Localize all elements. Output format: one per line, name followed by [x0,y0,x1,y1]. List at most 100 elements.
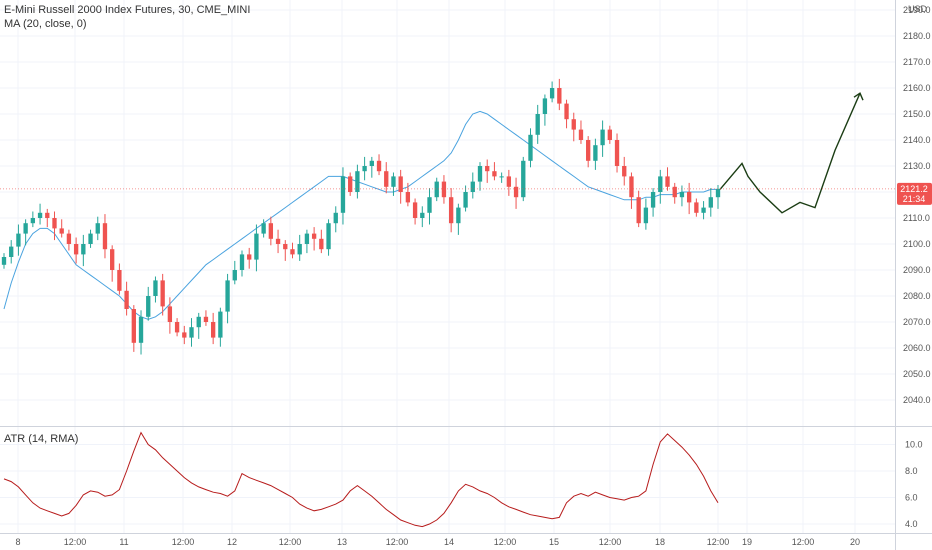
candle [593,138,598,170]
candle-body [167,306,173,322]
candle [167,297,173,334]
price-tick-label: 2040.0 [903,395,931,405]
time-tick-label: 13 [337,537,347,547]
candle-body [160,280,165,307]
candle-body [66,233,72,244]
candle-body [593,145,598,161]
candle-body [686,192,692,203]
candle [110,245,115,282]
candle-body [37,212,43,218]
candle [535,104,540,144]
atr-tick-label: 4.0 [905,519,918,529]
candle-body [614,140,620,166]
candle-body [326,223,331,250]
candle [686,182,692,215]
candle-body [470,181,475,192]
candle-body [275,238,281,244]
price-tick-label: 2160.0 [903,83,931,93]
ma-legend[interactable]: MA (20, close, 0) [4,18,87,30]
candle [138,310,144,355]
candle-body [59,228,64,234]
candle [412,198,418,225]
candle [492,162,497,181]
time-tick-label: 11 [119,537,128,547]
candle [600,120,605,157]
candle [420,206,425,228]
candle-body [665,176,670,187]
candle [232,260,237,285]
candle-body [600,129,605,146]
candle [153,276,158,303]
candle [521,156,526,202]
candle-body [189,327,194,338]
candle [513,177,519,209]
candle [290,242,295,259]
candle-body [340,176,346,213]
time-axis[interactable]: 8 12:00 11 12:00 12 12:00 13 12:00 14 12:00 15 12:0… [15,537,860,547]
price-tick-label: 2140.0 [903,135,931,145]
candle-body [73,244,79,255]
candle-body [643,207,649,224]
candle-body [52,218,57,229]
atr-tick-label: 8.0 [905,466,918,476]
candle [247,247,252,269]
candle [578,120,584,144]
candle [189,318,194,347]
candle [131,305,136,352]
candle [73,237,79,264]
candle-body [124,290,129,309]
projection-line [719,92,864,214]
candle [506,169,512,196]
candle-body [268,223,274,239]
candle-body [607,129,612,140]
candle [124,281,129,316]
candle-body [290,249,295,255]
candle [297,234,302,261]
time-tick-label: 12 [227,537,237,547]
candle-body [239,254,245,270]
candle-body [362,166,367,172]
candle-body [254,233,259,260]
candle [203,310,209,326]
candles [1,78,721,355]
candle [355,164,360,199]
candle [376,154,382,176]
atr-tick-label: 10.0 [905,440,923,450]
candle-body [30,218,36,224]
symbol-legend[interactable]: E-Mini Russell 2000 Index Futures, 30, C… [4,4,250,16]
time-tick-label: 18 [655,537,665,547]
candle [23,219,28,246]
candle [362,156,367,181]
candle [470,172,475,199]
last-price-value: 2121.2 [900,184,928,194]
candle [174,318,180,337]
candle [564,99,569,129]
price-tick-label: 2100.0 [903,239,931,249]
candle-body [658,176,663,192]
candle [283,240,288,261]
candle [463,185,468,212]
atr-legend[interactable]: ATR (14, RMA) [4,433,78,445]
candle-body [542,98,548,114]
candle-body [391,176,396,187]
candle [369,156,374,178]
candle [59,219,64,238]
candle [146,286,151,321]
candle-body [499,176,504,178]
candle [117,263,122,295]
atr-axis[interactable]: 4.0 6.0 8.0 10.0 [905,440,923,530]
candle-body [95,223,100,234]
candle [607,125,612,144]
candle [441,175,447,204]
candle [95,216,100,241]
time-tick-label: 12:00 [792,537,815,547]
candle [30,211,36,228]
candle [694,198,699,217]
candle [658,169,663,204]
price-tick-label: 2050.0 [903,369,931,379]
candle-body [549,88,555,99]
candle [391,172,396,196]
candle [629,172,634,209]
